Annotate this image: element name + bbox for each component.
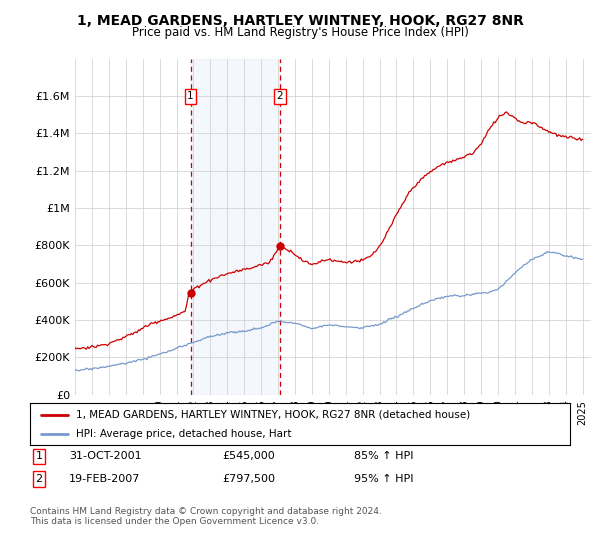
- Text: 2: 2: [35, 474, 43, 484]
- Text: 95% ↑ HPI: 95% ↑ HPI: [354, 474, 413, 484]
- Text: 1: 1: [187, 91, 194, 101]
- Text: 1, MEAD GARDENS, HARTLEY WINTNEY, HOOK, RG27 8NR (detached house): 1, MEAD GARDENS, HARTLEY WINTNEY, HOOK, …: [76, 409, 470, 419]
- Text: Contains HM Land Registry data © Crown copyright and database right 2024.
This d: Contains HM Land Registry data © Crown c…: [30, 507, 382, 526]
- Text: 31-OCT-2001: 31-OCT-2001: [69, 451, 142, 461]
- Text: 19-FEB-2007: 19-FEB-2007: [69, 474, 140, 484]
- Bar: [191, 59, 280, 395]
- Text: 85% ↑ HPI: 85% ↑ HPI: [354, 451, 413, 461]
- Text: 1, MEAD GARDENS, HARTLEY WINTNEY, HOOK, RG27 8NR: 1, MEAD GARDENS, HARTLEY WINTNEY, HOOK, …: [77, 14, 523, 28]
- Text: Price paid vs. HM Land Registry's House Price Index (HPI): Price paid vs. HM Land Registry's House …: [131, 26, 469, 39]
- Text: £545,000: £545,000: [222, 451, 275, 461]
- Text: £797,500: £797,500: [222, 474, 275, 484]
- Text: HPI: Average price, detached house, Hart: HPI: Average price, detached house, Hart: [76, 429, 292, 439]
- Text: 2: 2: [277, 91, 283, 101]
- Text: 1: 1: [35, 451, 43, 461]
